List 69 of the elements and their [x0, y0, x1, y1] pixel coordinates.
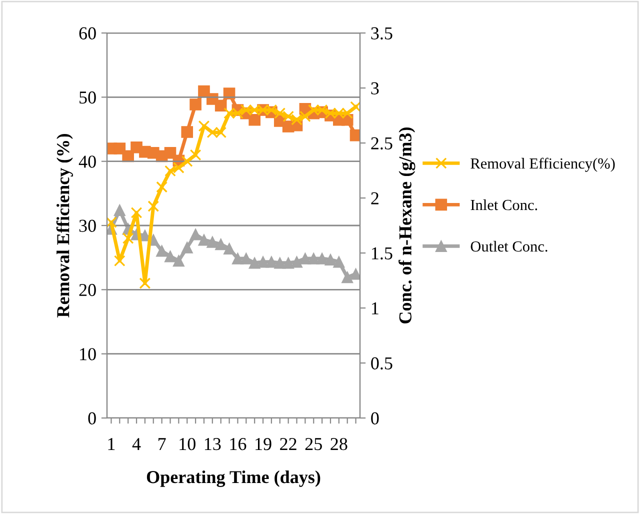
x-axis-title: Operating Time (days): [146, 470, 320, 487]
point: [223, 242, 236, 255]
point: [290, 256, 303, 268]
point: [316, 252, 328, 264]
point: [282, 256, 294, 269]
point: [240, 252, 252, 264]
x-tick-label: 7: [158, 438, 166, 450]
point: [114, 142, 126, 154]
legend-label: Removal Efficiency(%): [470, 158, 615, 172]
point: [148, 200, 160, 212]
y2-tick-label: 3: [371, 82, 379, 94]
y-tick-label: 60: [79, 27, 96, 40]
point: [181, 242, 194, 254]
legend-label: Inlet Conc.: [470, 199, 538, 210]
x-tick-label: 1: [108, 438, 115, 450]
y2-tick-label: 0.5: [371, 357, 392, 370]
y-tick-label: 20: [79, 284, 96, 296]
y-axis-title: Removal Efficiency (%): [56, 134, 73, 318]
point: [181, 156, 193, 168]
x-tick-label: 16: [230, 438, 246, 450]
point: [324, 254, 336, 266]
point: [190, 228, 202, 240]
x-tick-label: 13: [204, 438, 221, 450]
point: [248, 114, 260, 126]
point: [172, 254, 185, 267]
point: [139, 278, 151, 289]
y2-tick-label: 2: [371, 192, 378, 204]
point: [248, 256, 260, 269]
y-tick-label: 10: [80, 348, 96, 360]
legend-label: Outlet Conc.: [470, 240, 548, 252]
point: [198, 120, 210, 132]
y2-tick-label: 2.5: [371, 137, 392, 150]
x-tick-label: 4: [132, 438, 141, 450]
y2-tick-label: 1.5: [372, 247, 392, 260]
point: [122, 232, 134, 244]
y2-tick-label: 1: [372, 302, 378, 314]
point: [181, 126, 194, 138]
x-tick-label: 19: [256, 438, 272, 450]
point: [214, 100, 227, 112]
point: [206, 236, 218, 248]
point: [274, 256, 286, 269]
y2-tick-label: 3.5: [371, 27, 392, 40]
y-tick-label: 30: [79, 220, 96, 232]
point: [114, 204, 126, 216]
point: [114, 255, 126, 266]
point: [299, 252, 312, 264]
point: [156, 181, 168, 193]
point: [190, 98, 202, 110]
point: [341, 271, 354, 284]
point: [333, 256, 345, 268]
y-tick-label: 40: [78, 156, 96, 168]
point: [214, 238, 227, 250]
point: [164, 250, 176, 262]
y-tick-label: 0: [88, 412, 96, 424]
x-tick-label: 10: [180, 438, 196, 450]
point: [266, 256, 278, 268]
point: [156, 244, 168, 257]
point: [164, 146, 176, 159]
point: [198, 234, 210, 246]
x-tick-label: 22: [280, 438, 296, 450]
point: [190, 149, 202, 161]
point: [232, 252, 244, 264]
y2-tick-label: 0: [371, 412, 379, 424]
x-tick-label: 28: [330, 438, 348, 450]
y-tick-label: 50: [80, 91, 96, 104]
x-tick-label: 25: [305, 438, 322, 450]
y2-axis-title: Conc. of n-Hexane (g/m3): [398, 128, 416, 324]
point: [130, 206, 142, 218]
point: [308, 252, 320, 264]
